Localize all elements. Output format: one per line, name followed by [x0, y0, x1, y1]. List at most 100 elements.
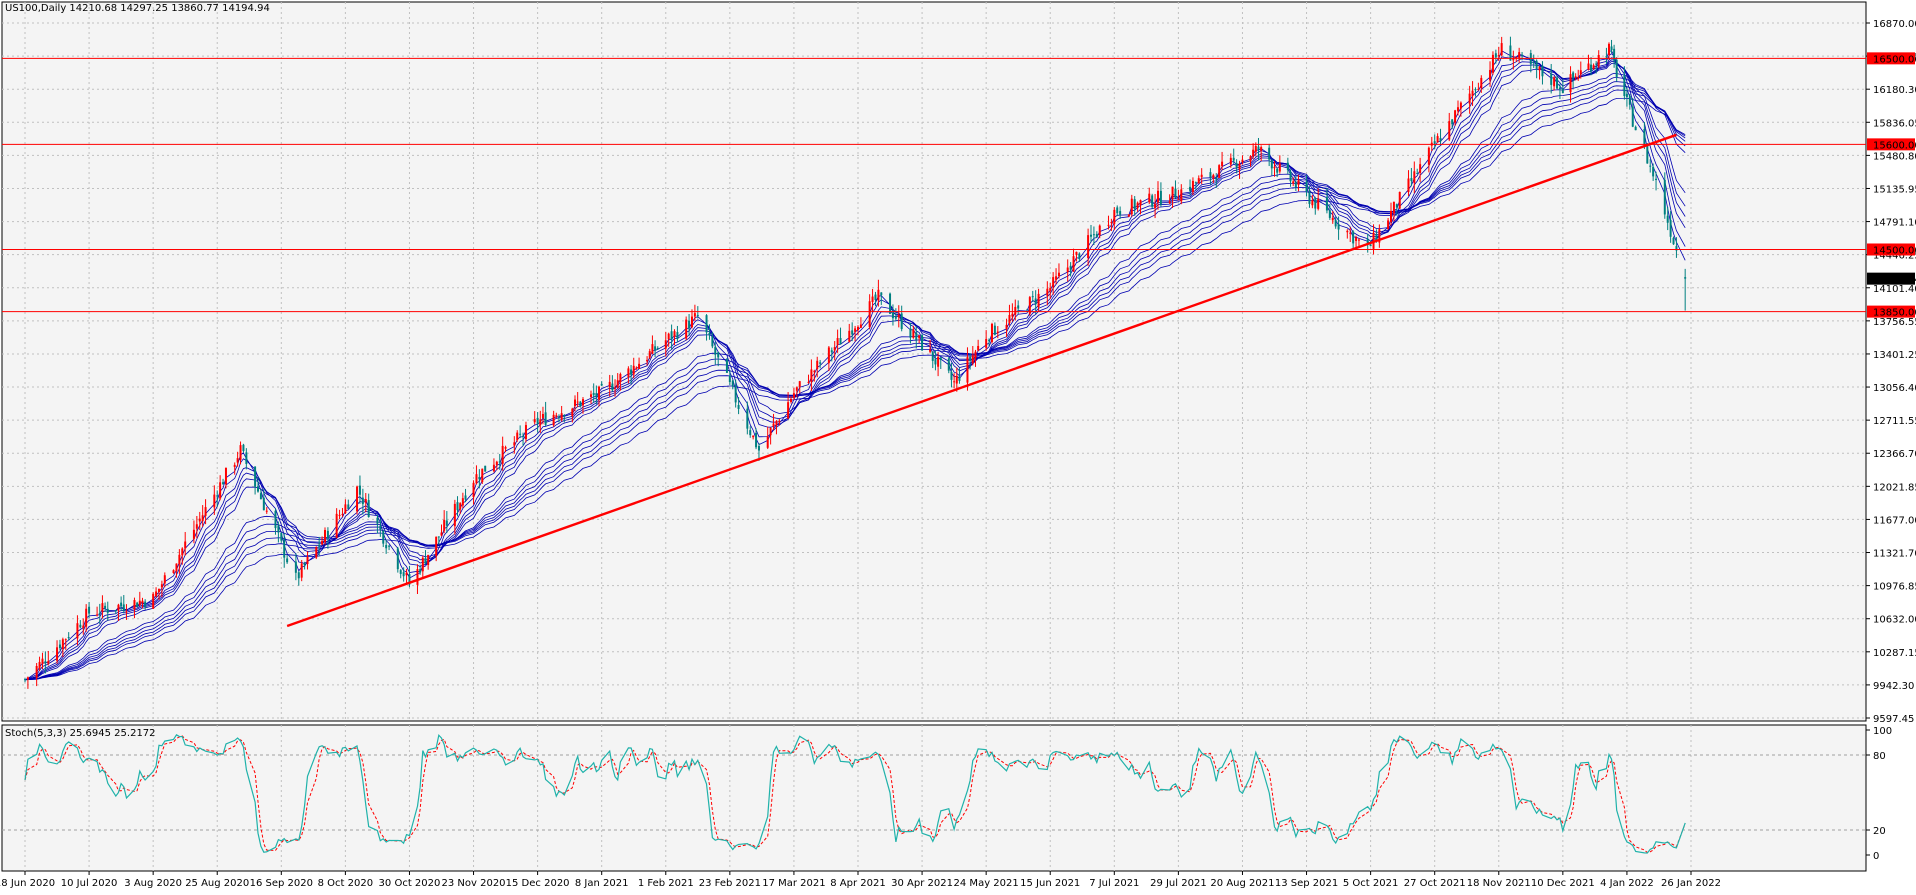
- bull-candle-body: [1607, 43, 1610, 55]
- bull-candle-body: [1357, 239, 1360, 241]
- bear-candle-body: [216, 495, 219, 497]
- bear-candle-body: [1625, 93, 1628, 98]
- bear-candle-body: [839, 337, 842, 345]
- bull-candle-body: [790, 398, 793, 402]
- bear-candle-body: [1410, 178, 1413, 182]
- bull-candle-body: [213, 494, 216, 508]
- bull-candle-body: [1387, 220, 1390, 230]
- bull-candle-body: [524, 425, 527, 440]
- bull-candle-body: [201, 515, 204, 522]
- bear-candle-body: [705, 315, 708, 333]
- bear-candle-body: [98, 612, 101, 614]
- bull-candle-body: [47, 661, 50, 664]
- bull-candle-body: [1592, 65, 1595, 69]
- bear-candle-body: [326, 530, 329, 539]
- date-label: 26 Jan 2022: [1661, 878, 1721, 889]
- bear-candle-body: [396, 548, 399, 570]
- bull-candle-body: [752, 435, 755, 438]
- bull-candle-body: [1046, 288, 1049, 296]
- bear-candle-body: [1474, 88, 1477, 91]
- bull-candle-body: [533, 419, 536, 423]
- bull-candle-body: [1252, 149, 1255, 157]
- bull-candle-body: [1154, 203, 1157, 209]
- bull-candle-body: [836, 338, 839, 345]
- bull-candle-body: [953, 381, 956, 383]
- bear-candle-body: [595, 393, 598, 397]
- bull-candle-body: [1597, 55, 1600, 67]
- bull-candle-body: [1278, 163, 1281, 172]
- bull-candle-body: [1136, 202, 1139, 209]
- bull-candle-body: [443, 519, 446, 531]
- bull-candle-body: [41, 658, 44, 664]
- bear-candle-body: [579, 401, 582, 407]
- bear-candle-body: [379, 525, 382, 530]
- bear-candle-body: [544, 412, 547, 425]
- price-tick-label: 12366.70: [1873, 449, 1916, 460]
- bear-candle-body: [988, 339, 991, 341]
- bear-candle-body: [44, 661, 47, 664]
- bear-candle-body: [478, 476, 481, 480]
- bull-candle-body: [638, 363, 641, 369]
- bear-candle-body: [536, 417, 539, 424]
- bear-candle-body: [120, 602, 123, 607]
- bull-candle-body: [1538, 67, 1541, 71]
- date-label: 20 Aug 2021: [1210, 878, 1274, 889]
- bull-candle-body: [974, 351, 977, 359]
- price-tick-label: 14101.40: [1873, 284, 1916, 295]
- bear-candle-body: [303, 563, 306, 566]
- bull-candle-body: [816, 360, 819, 369]
- bear-candle-body: [947, 358, 950, 371]
- bear-candle-body: [563, 415, 566, 417]
- bull-candle-body: [1098, 225, 1101, 236]
- date-label: 15 Jun 2021: [1020, 878, 1080, 889]
- bull-candle-body: [233, 464, 236, 467]
- bull-candle-body: [966, 357, 969, 383]
- bull-candle-body: [769, 427, 772, 436]
- bull-candle-body: [848, 330, 851, 342]
- bull-candle-body: [827, 347, 830, 364]
- date-label: 1 Feb 2021: [638, 878, 694, 889]
- bear-candle-body: [654, 346, 657, 351]
- bull-candle-body: [1553, 77, 1556, 87]
- bull-candle-body: [571, 408, 574, 417]
- bull-candle-body: [937, 357, 940, 367]
- date-label: 8 Apr 2021: [830, 878, 885, 889]
- level-price-tag: [1867, 305, 1915, 318]
- date-label: 24 May 2021: [954, 878, 1019, 889]
- bear-candle-body: [1257, 146, 1260, 150]
- date-label: 13 Sep 2021: [1275, 878, 1338, 889]
- bull-candle-body: [1066, 267, 1069, 272]
- bull-candle-body: [1127, 214, 1130, 217]
- bear-candle-body: [1090, 234, 1093, 237]
- bear-candle-body: [746, 408, 749, 429]
- price-tick-label: 16180.30: [1873, 85, 1916, 96]
- bull-candle-body: [1489, 69, 1492, 81]
- bull-candle-body: [539, 419, 542, 426]
- bear-candle-body: [283, 539, 286, 558]
- bull-candle-body: [516, 432, 519, 441]
- bear-candle-body: [958, 376, 961, 381]
- bear-candle-body: [245, 452, 248, 464]
- bull-candle-body: [897, 314, 900, 318]
- price-tick-label: 14791.10: [1873, 218, 1916, 229]
- bull-candle-body: [1200, 174, 1203, 178]
- bull-candle-body: [775, 421, 778, 426]
- bull-candle-body: [912, 329, 915, 338]
- bull-candle-body: [971, 355, 974, 363]
- bull-candle-body: [321, 541, 324, 545]
- bear-candle-body: [1535, 60, 1538, 70]
- bull-candle-body: [300, 563, 303, 578]
- bull-candle-body: [541, 413, 544, 418]
- bull-candle-body: [1480, 77, 1483, 89]
- bull-candle-body: [1579, 70, 1582, 75]
- bull-candle-body: [435, 536, 438, 556]
- bear-candle-body: [600, 383, 603, 386]
- price-tick-label: 12021.85: [1873, 482, 1916, 493]
- bull-candle-body: [1180, 189, 1183, 202]
- bull-candle-body: [1518, 52, 1521, 59]
- bull-candle-body: [1005, 324, 1008, 330]
- bull-candle-body: [1355, 237, 1358, 241]
- bull-candle-body: [1087, 235, 1090, 258]
- bear-candle-body: [819, 362, 822, 364]
- bear-candle-body: [399, 570, 402, 574]
